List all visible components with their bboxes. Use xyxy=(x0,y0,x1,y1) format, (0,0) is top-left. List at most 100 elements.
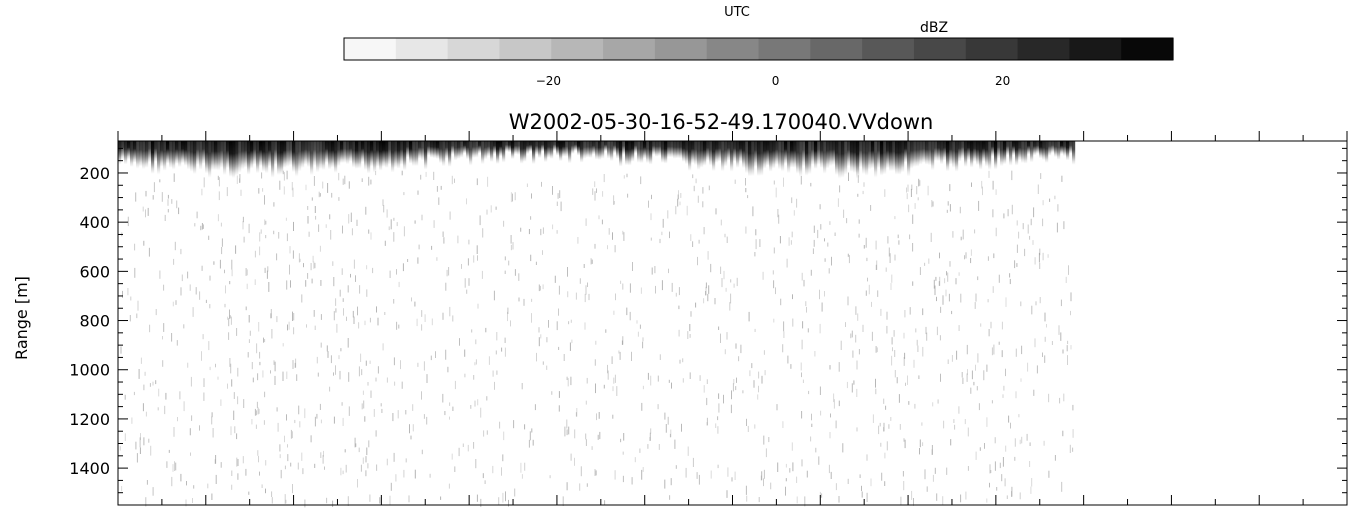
noise-speck xyxy=(754,328,756,332)
noise-speck xyxy=(706,422,708,426)
noise-speck xyxy=(801,339,803,350)
noise-speck xyxy=(504,347,506,357)
echo-column xyxy=(874,141,878,178)
noise-speck xyxy=(866,257,868,262)
echo-column xyxy=(973,141,977,162)
noise-speck xyxy=(733,283,735,288)
echo-layer xyxy=(118,141,1076,179)
noise-speck xyxy=(179,391,181,400)
noise-speck xyxy=(596,413,597,421)
noise-speck xyxy=(765,448,767,458)
noise-speck xyxy=(205,299,207,303)
noise-speck xyxy=(245,468,247,476)
noise-speck xyxy=(796,476,798,483)
noise-speck xyxy=(931,449,933,455)
noise-speck xyxy=(430,355,432,361)
noise-speck xyxy=(148,247,150,257)
noise-speck xyxy=(228,332,230,340)
noise-speck xyxy=(192,307,194,317)
noise-speck xyxy=(559,190,561,198)
noise-speck xyxy=(800,175,802,185)
echo-column xyxy=(727,141,731,161)
noise-speck xyxy=(1002,394,1004,398)
noise-speck xyxy=(538,327,540,333)
echo-column xyxy=(442,141,446,167)
noise-speck xyxy=(342,470,344,475)
noise-speck xyxy=(259,361,261,366)
noise-speck xyxy=(135,192,137,202)
echo-column xyxy=(337,141,341,166)
noise-speck xyxy=(883,398,885,404)
noise-speck xyxy=(911,490,913,500)
noise-speck xyxy=(375,171,377,176)
noise-speck xyxy=(542,227,544,234)
noise-speck xyxy=(354,437,356,448)
noise-speck xyxy=(426,416,428,425)
noise-speck xyxy=(657,375,659,382)
noise-speck xyxy=(293,327,295,335)
noise-speck xyxy=(1069,444,1071,453)
noise-speck xyxy=(540,334,542,339)
noise-speck xyxy=(369,494,371,502)
noise-speck xyxy=(262,370,264,378)
noise-speck xyxy=(585,439,587,446)
echo-column xyxy=(769,141,773,172)
noise-speck xyxy=(180,287,182,296)
noise-speck xyxy=(730,404,732,414)
noise-speck xyxy=(726,490,728,498)
noise-speck xyxy=(634,457,636,463)
noise-speck xyxy=(965,491,967,500)
noise-speck xyxy=(724,349,726,355)
noise-speck xyxy=(314,262,316,269)
noise-speck xyxy=(978,403,980,411)
noise-speck xyxy=(904,439,906,449)
noise-speck xyxy=(239,174,241,183)
noise-speck xyxy=(1034,257,1036,265)
noise-speck xyxy=(335,308,337,313)
noise-speck xyxy=(734,179,736,184)
echo-column xyxy=(718,141,722,162)
noise-speck xyxy=(659,238,661,244)
noise-speck xyxy=(466,289,468,294)
echo-column xyxy=(250,141,254,169)
noise-speck xyxy=(361,369,363,376)
noise-speck xyxy=(130,296,132,301)
noise-speck xyxy=(248,315,250,323)
noise-speck xyxy=(668,268,669,274)
noise-speck xyxy=(819,289,820,300)
noise-speck xyxy=(858,349,860,355)
noise-speck xyxy=(824,291,825,297)
noise-speck xyxy=(805,301,807,307)
noise-speck xyxy=(1044,336,1046,342)
noise-speck xyxy=(307,273,309,279)
noise-speck xyxy=(855,334,857,343)
noise-speck xyxy=(659,354,661,360)
noise-speck xyxy=(966,344,968,355)
noise-speck xyxy=(721,278,723,288)
noise-speck xyxy=(992,209,994,218)
noise-speck xyxy=(991,400,993,404)
noise-speck xyxy=(623,232,625,241)
noise-speck xyxy=(243,399,245,408)
noise-speck xyxy=(900,496,902,506)
noise-speck xyxy=(880,442,882,447)
noise-speck xyxy=(258,455,259,463)
noise-speck xyxy=(884,481,886,486)
noise-speck xyxy=(697,195,699,203)
noise-speck xyxy=(1018,231,1020,239)
noise-speck xyxy=(140,357,142,364)
noise-speck xyxy=(607,364,608,374)
noise-speck xyxy=(513,420,515,429)
noise-speck xyxy=(865,290,867,296)
noise-speck xyxy=(189,428,191,436)
noise-speck xyxy=(732,383,734,392)
noise-speck xyxy=(868,284,870,295)
noise-speck xyxy=(473,442,475,449)
noise-speck xyxy=(829,365,831,370)
noise-speck xyxy=(209,275,211,281)
echo-column xyxy=(733,141,737,162)
noise-speck xyxy=(661,231,663,236)
noise-speck xyxy=(614,245,616,253)
echo-column xyxy=(520,141,524,164)
noise-speck xyxy=(136,313,138,319)
